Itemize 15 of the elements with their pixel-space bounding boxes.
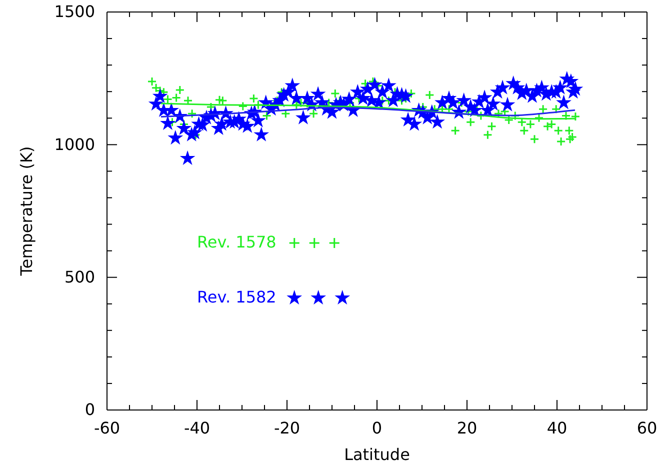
y-tick-label: 0 xyxy=(84,400,95,420)
x-axis-title: Latitude xyxy=(344,445,410,464)
x-tick-label: -20 xyxy=(274,418,300,438)
x-tick-label: 0 xyxy=(372,418,382,438)
x-tick-label: 20 xyxy=(456,418,478,438)
x-tick-label: 60 xyxy=(636,418,658,438)
x-tick-label: -40 xyxy=(184,418,210,438)
y-axis-title: Temperature (K) xyxy=(17,146,36,277)
legend-label: Rev. 1578 xyxy=(197,232,276,252)
y-tick-label: 500 xyxy=(64,267,95,286)
y-tick-label: 1000 xyxy=(54,134,95,154)
y-tick-label: 1500 xyxy=(54,2,95,22)
legend-label: Rev. 1582 xyxy=(197,287,276,306)
x-tick-label: 40 xyxy=(546,418,568,438)
x-tick-label: -60 xyxy=(94,418,120,438)
